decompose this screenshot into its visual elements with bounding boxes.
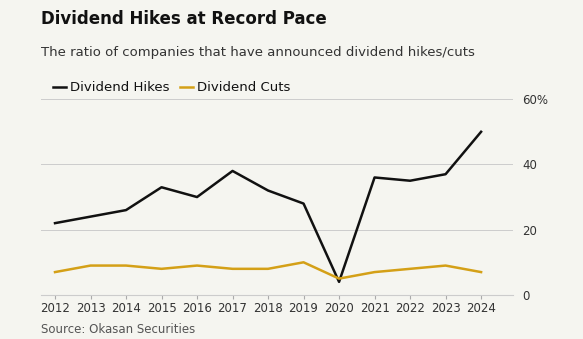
- Legend: Dividend Hikes, Dividend Cuts: Dividend Hikes, Dividend Cuts: [47, 76, 296, 100]
- Text: Source: Okasan Securities: Source: Okasan Securities: [41, 323, 195, 336]
- Text: Dividend Hikes at Record Pace: Dividend Hikes at Record Pace: [41, 10, 326, 28]
- Text: The ratio of companies that have announced dividend hikes/cuts: The ratio of companies that have announc…: [41, 46, 475, 59]
